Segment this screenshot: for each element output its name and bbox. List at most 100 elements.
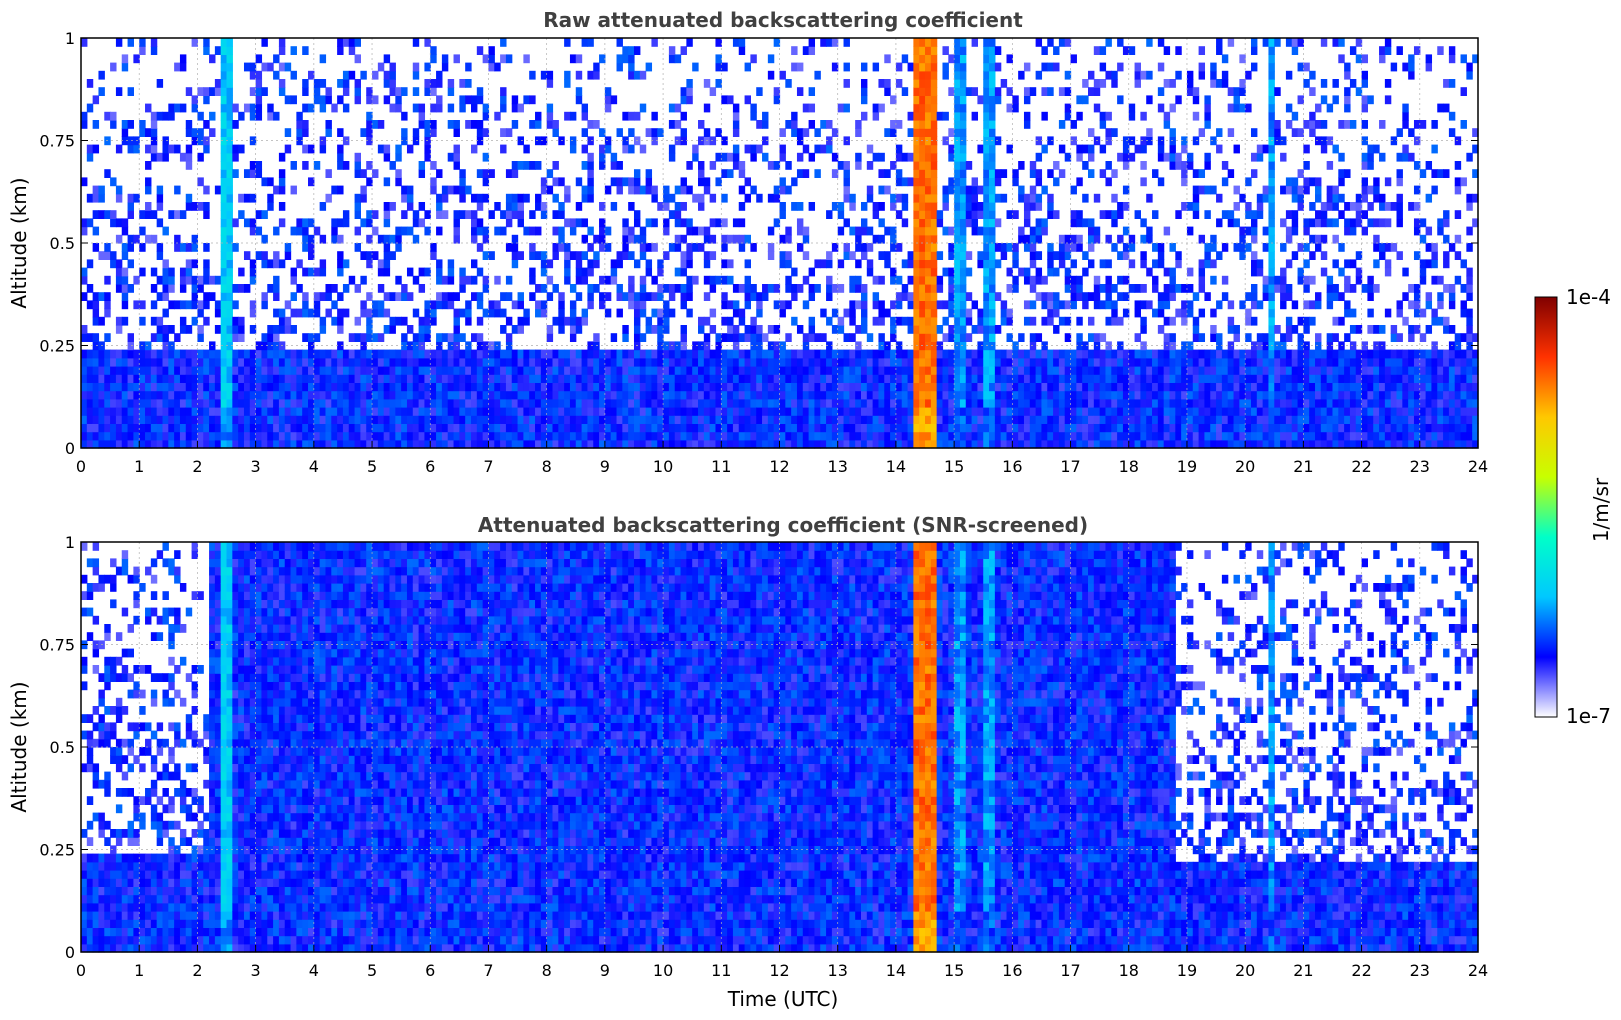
heatmap-cell [261, 87, 268, 96]
heatmap-cell [715, 382, 722, 392]
heatmap-cell [773, 423, 781, 433]
heatmap-cell [814, 70, 821, 80]
heatmap-cell [1210, 366, 1217, 375]
heatmap-cell [878, 382, 885, 392]
heatmap-cell [925, 79, 932, 88]
heatmap-cell [430, 243, 437, 252]
heatmap-cell [505, 243, 513, 252]
heatmap-cell [145, 423, 152, 433]
heatmap-cell [127, 193, 134, 203]
heatmap-cell [1198, 390, 1206, 400]
heatmap-cell [837, 226, 845, 236]
heatmap-cell [436, 70, 443, 80]
heatmap-cell [925, 218, 932, 228]
heatmap-cell [1192, 366, 1200, 375]
heatmap-cell [203, 390, 210, 400]
heatmap-cell [971, 111, 979, 121]
heatmap-cell [372, 390, 379, 400]
heatmap-cell [1023, 431, 1031, 441]
heatmap-cell [756, 415, 763, 424]
heatmap-cell [1186, 161, 1194, 170]
heatmap-cell [1146, 38, 1153, 47]
heatmap-cell [354, 243, 361, 252]
heatmap-cell [925, 87, 932, 96]
heatmap-cell [278, 431, 286, 441]
heatmap-cell [156, 407, 164, 416]
heatmap-cell [954, 300, 961, 310]
heatmap-cell [767, 243, 775, 252]
heatmap-cell [680, 46, 687, 55]
heatmap-cell [121, 374, 129, 383]
heatmap-cell [1064, 267, 1072, 277]
heatmap-cell [878, 300, 885, 310]
heatmap-cell [959, 54, 967, 64]
heatmap-cell [220, 423, 228, 433]
heatmap-cell [476, 46, 484, 55]
heatmap-cell [261, 251, 268, 260]
heatmap-cell [441, 185, 449, 195]
heatmap-cell [633, 357, 641, 367]
heatmap-cell [680, 300, 687, 310]
heatmap-cell [698, 431, 705, 441]
heatmap-cell [593, 390, 600, 400]
heatmap-cell [302, 415, 309, 424]
heatmap-cell [81, 325, 88, 334]
heatmap-cell [919, 185, 926, 195]
heatmap-cell [773, 87, 781, 96]
heatmap-cell [855, 398, 862, 408]
heatmap-cell [1111, 169, 1118, 178]
heatmap-cell [1163, 267, 1171, 277]
heatmap-cell [930, 70, 938, 80]
heatmap-cell [500, 54, 507, 64]
heatmap-cell [610, 431, 618, 441]
heatmap-cell [1146, 70, 1153, 80]
heatmap-cell [901, 407, 909, 416]
heatmap-cell [878, 185, 885, 195]
heatmap-cell [907, 357, 914, 367]
heatmap-cell [360, 300, 367, 310]
heatmap-cell [1198, 423, 1206, 433]
heatmap-cell [302, 439, 309, 449]
heatmap-cell [779, 407, 786, 416]
heatmap-cell [657, 390, 664, 400]
heatmap-cell [808, 349, 816, 359]
heatmap-cell [331, 423, 338, 433]
heatmap-cell [860, 284, 868, 293]
heatmap-cell [226, 54, 233, 64]
heatmap-cell [930, 390, 938, 400]
heatmap-cell [81, 423, 88, 433]
heatmap-cell [540, 382, 548, 392]
heatmap-cell [715, 374, 722, 383]
heatmap-cell [849, 226, 856, 236]
heatmap-cell [930, 300, 938, 310]
heatmap-cell [313, 374, 321, 383]
heatmap-cell [767, 390, 775, 400]
heatmap-cell [843, 423, 850, 433]
heatmap-cell [406, 341, 414, 351]
heatmap-cell [989, 46, 996, 55]
heatmap-cell [220, 87, 228, 96]
heatmap-cell [703, 103, 711, 113]
heatmap-cell [505, 366, 513, 375]
heatmap-cell [430, 300, 437, 310]
heatmap-cell [686, 374, 693, 383]
heatmap-cell [1058, 300, 1066, 310]
heatmap-cell [1093, 398, 1101, 408]
heatmap-cell [919, 349, 926, 359]
heatmap-cell [296, 415, 303, 424]
heatmap-cell [1163, 357, 1171, 367]
heatmap-cell [1099, 366, 1107, 375]
heatmap-cell [1029, 284, 1037, 293]
heatmap-cell [936, 374, 944, 383]
heatmap-cell [104, 398, 111, 408]
heatmap-cell [319, 144, 327, 154]
heatmap-cell [488, 382, 495, 392]
heatmap-cell [406, 439, 414, 449]
heatmap-cell [989, 357, 996, 367]
heatmap-cell [564, 423, 571, 433]
heatmap-cell [377, 120, 385, 129]
heatmap-cell [436, 300, 443, 310]
heatmap-cell [855, 275, 862, 285]
heatmap-cell [930, 243, 938, 252]
heatmap-cell [226, 366, 233, 375]
